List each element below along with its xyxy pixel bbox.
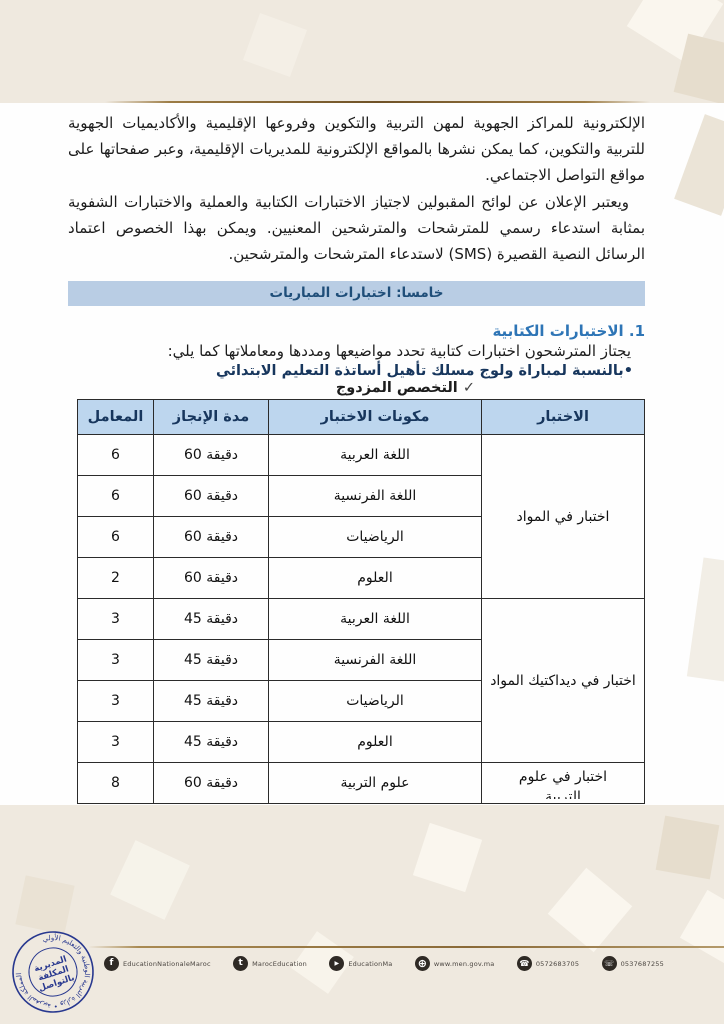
fax-icon: ☏	[601, 956, 617, 971]
header-exam: الاختبار	[481, 399, 645, 435]
component-cell: علوم التربية	[268, 762, 482, 804]
duration-cell: 45 دقيقة	[153, 721, 269, 763]
footer-website[interactable]: ⊕ www.men.gov.ma	[414, 956, 495, 971]
duration-cell: 60 دقيقة	[153, 434, 269, 476]
footer-label: 0572683705	[535, 959, 580, 968]
paragraph: الإلكترونية للمراكز الجهوية لمهن التربية…	[68, 114, 645, 184]
component-cell: العلوم	[268, 557, 482, 599]
section-heading: 1. الاختبارات الكتابية	[492, 322, 645, 340]
top-divider-line	[105, 101, 650, 103]
component-cell: الرياضيات	[268, 516, 482, 558]
check-item: ✓ التخصص المزدوج	[68, 380, 475, 396]
phone-icon: ☎	[516, 956, 532, 971]
coefficient-cell: 6	[77, 516, 154, 558]
table-row: اللغة الفرنسية 45 دقيقة 3	[77, 639, 645, 681]
paragraph: ويعتبر الإعلان عن لوائح المقبولين لاجتيا…	[68, 193, 645, 263]
coefficient-cell: 8	[77, 762, 154, 804]
document-content: الإلكترونية للمراكز الجهوية لمهن التربية…	[68, 110, 645, 804]
coefficient-cell: 6	[77, 434, 154, 476]
header-duration: مدة الإنجاز	[153, 399, 269, 435]
component-cell: العلوم	[268, 721, 482, 763]
facebook-icon: f	[104, 956, 119, 971]
component-cell: اللغة العربية	[268, 434, 482, 476]
footer-twitter[interactable]: t MarocEducation	[233, 956, 307, 971]
footer-label: MarocEducation	[252, 959, 307, 968]
duration-cell: 60 دقيقة	[153, 557, 269, 599]
coefficient-cell: 3	[77, 598, 154, 640]
component-cell: اللغة الفرنسية	[268, 475, 482, 517]
footer-label: EducationNationaleMaroc	[123, 959, 211, 968]
footer-youtube[interactable]: ▶ EducationMa	[329, 956, 392, 971]
table-row: العلوم 60 دقيقة 2	[77, 557, 645, 599]
coefficient-cell: 2	[77, 557, 154, 599]
header-coefficient: المعامل	[77, 399, 154, 435]
confetti-square	[547, 867, 633, 953]
confetti-square	[412, 822, 483, 893]
table-row: الرياضيات 60 دقيقة 6	[77, 516, 645, 558]
table-row: الرياضيات 45 دقيقة 3	[77, 680, 645, 722]
duration-cell: 45 دقيقة	[153, 598, 269, 640]
footer: f EducationNationaleMaroc t MarocEducati…	[104, 956, 664, 971]
exam-group-cell: اختبار في علوم التربية	[481, 762, 645, 804]
coefficient-cell: 3	[77, 721, 154, 763]
youtube-icon: ▶	[329, 956, 345, 971]
footer-fax: ☏ 0537687255	[601, 956, 664, 971]
coefficient-cell: 3	[77, 639, 154, 681]
duration-cell: 60 دقيقة	[153, 762, 269, 804]
confetti-square	[655, 815, 720, 880]
footer-label: EducationMa	[348, 959, 393, 968]
twitter-icon: t	[233, 956, 249, 971]
footer-facebook[interactable]: f EducationNationaleMaroc	[104, 956, 211, 971]
table-header-row: الاختبار مكونات الاختبار مدة الإنجاز الم…	[77, 399, 645, 435]
coefficient-cell: 3	[77, 680, 154, 722]
exam-group-cell: اختبار في المواد	[481, 434, 645, 599]
intro-text: يجتاز المترشحون اختبارات كتابية تحدد موا…	[167, 342, 631, 360]
footer-divider-line	[88, 946, 724, 948]
footer-label: 0537687255	[620, 959, 664, 968]
bullet-item: •بالنسبة لمباراة ولوج مسلك تأهيل أساتذة …	[215, 363, 633, 379]
exam-group-cell: اختبار في ديداكتيك المواد	[481, 598, 645, 763]
exam-table: الاختبار مكونات الاختبار مدة الإنجاز الم…	[77, 399, 645, 804]
coefficient-cell: 6	[77, 475, 154, 517]
table-row: اختبار في ديداكتيك المواد اللغة العربية …	[77, 598, 645, 763]
component-cell: اللغة الفرنسية	[268, 639, 482, 681]
component-cell: الرياضيات	[268, 680, 482, 722]
check-icon: ✓	[462, 380, 475, 396]
duration-cell: 60 دقيقة	[153, 475, 269, 517]
globe-icon: ⊕	[414, 956, 430, 971]
duration-cell: 45 دقيقة	[153, 639, 269, 681]
section-banner: خامسا: اختبارات المباريات	[68, 281, 645, 306]
confetti-square	[242, 12, 308, 78]
check-item-label: التخصص المزدوج	[335, 380, 458, 396]
footer-label: www.men.gov.ma	[433, 959, 495, 968]
table-row: اختبار في المواد اللغة العربية 60 دقيقة …	[77, 434, 645, 599]
header-components: مكونات الاختبار	[268, 399, 482, 435]
table-row: اختبار في علوم التربية علوم التربية 60 دق…	[77, 762, 645, 804]
ministry-seal: المملكة المغربية • وزارة التربية الوطنية…	[5, 924, 101, 1020]
component-cell: اللغة العربية	[268, 598, 482, 640]
confetti-square	[679, 889, 724, 966]
table-row: اللغة الفرنسية 60 دقيقة 6	[77, 475, 645, 517]
footer-phone: ☎ 0572683705	[516, 956, 580, 971]
table-row: العلوم 45 دقيقة 3	[77, 721, 645, 763]
duration-cell: 60 دقيقة	[153, 516, 269, 558]
duration-cell: 45 دقيقة	[153, 680, 269, 722]
confetti-square	[110, 840, 190, 920]
